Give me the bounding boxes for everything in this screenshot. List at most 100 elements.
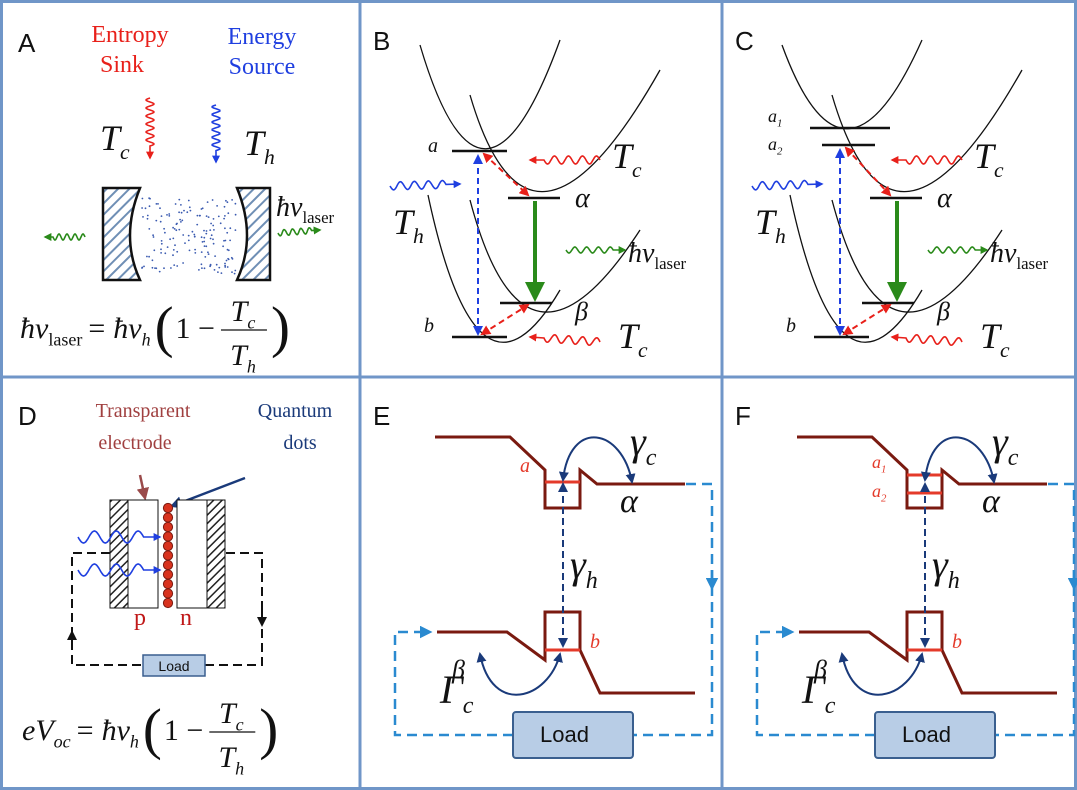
symbol-subscript: h	[235, 759, 244, 779]
symbol: a2	[768, 134, 783, 158]
symbol-subscript: h	[586, 568, 598, 594]
panel-label: F	[735, 401, 751, 431]
gain-particle	[184, 242, 186, 244]
gain-particle	[225, 200, 227, 202]
symbol-subscript: c	[120, 140, 130, 164]
gain-particle	[161, 215, 163, 217]
gain-particle	[202, 241, 204, 243]
symbol-subscript: c	[463, 693, 474, 719]
gain-particle	[199, 215, 201, 217]
symbol-base: γ	[630, 419, 647, 464]
gain-particle	[213, 229, 215, 231]
gain-particle	[152, 267, 154, 269]
gain-particle	[179, 219, 181, 221]
fraction-denominator: Th	[230, 339, 256, 377]
symbol-subscript: c	[646, 445, 657, 471]
gain-particle	[229, 227, 231, 229]
symbol: a1	[872, 452, 886, 476]
gain-particle	[175, 229, 177, 231]
paren: (	[143, 698, 162, 761]
gain-particle	[227, 249, 229, 251]
gain-particle	[194, 252, 196, 254]
paren: )	[259, 698, 278, 761]
gain-particle	[155, 220, 157, 222]
symbol: γc	[630, 419, 657, 471]
gain-particle	[166, 214, 168, 216]
label: α	[937, 183, 953, 214]
symbol-base: a	[768, 106, 777, 126]
quantum-dot	[163, 532, 172, 541]
symbol-base: γ	[992, 419, 1009, 464]
symbol: Γc	[801, 667, 836, 719]
symbol-subscript: h	[142, 330, 151, 350]
gain-particle	[213, 243, 215, 245]
panel-label: B	[373, 26, 390, 56]
gain-particle	[197, 215, 199, 217]
wavy-arrow	[530, 335, 600, 345]
symbol-subscript: h	[775, 224, 786, 248]
symbol-base: ħν	[276, 192, 303, 223]
gain-particle	[235, 214, 237, 216]
gain-particle	[208, 253, 210, 255]
fraction-numerator: Tc	[231, 295, 256, 333]
gain-particle	[213, 218, 215, 220]
gain-particle	[203, 230, 205, 232]
label: dots	[283, 432, 317, 454]
exchange-arrow	[563, 437, 632, 482]
label: Load	[902, 722, 951, 747]
gain-particle	[204, 267, 206, 269]
relaxation	[484, 154, 528, 195]
gain-particle	[146, 256, 148, 258]
potential-curve	[790, 195, 922, 342]
symbol: ħνlaser	[628, 238, 687, 273]
gain-particle	[227, 201, 229, 203]
formula-lhs: ħνlaser	[20, 312, 82, 350]
symbol-subscript: c	[825, 693, 836, 719]
n-layer	[177, 500, 207, 608]
gain-particle	[176, 251, 178, 253]
formula-rhs: ħνh	[102, 714, 139, 752]
panel-label: E	[373, 401, 390, 431]
label: α	[575, 183, 591, 214]
symbol-base: ħν	[990, 238, 1017, 269]
gain-particle	[205, 233, 207, 235]
gain-particle	[223, 218, 225, 220]
formula-rhs: ħνh	[113, 312, 150, 350]
gain-particle	[155, 267, 157, 269]
gain-particle	[218, 216, 220, 218]
symbol-subscript: 1	[777, 118, 782, 130]
pointer-arrow	[140, 475, 145, 498]
label: a	[428, 135, 438, 157]
gain-particle	[181, 212, 183, 214]
figure: AEntropySinkEnergySourceTcThħνlaserħνlas…	[0, 0, 1077, 790]
paren: (	[155, 296, 174, 359]
wavy-arrow	[892, 335, 962, 345]
quantum-dot	[163, 589, 172, 598]
gain-particle	[204, 245, 206, 247]
gain-particle	[201, 251, 203, 253]
gain-particle	[141, 267, 143, 269]
symbol-base: ħν	[102, 714, 131, 747]
symbol-base: ħν	[628, 238, 655, 269]
potential-curve	[470, 200, 640, 312]
quantum-dot	[163, 541, 172, 550]
symbol-base: ħν	[113, 312, 142, 345]
gain-particle	[174, 244, 176, 246]
symbol-subscript: 2	[777, 146, 783, 158]
gain-particle	[172, 227, 174, 229]
gain-particle	[204, 256, 206, 258]
label: Entropy	[91, 22, 168, 48]
exchange-arrow	[842, 654, 922, 695]
quantum-dot	[163, 513, 172, 522]
gain-particle	[221, 272, 223, 274]
gain-particle	[141, 207, 143, 209]
symbol: a2	[872, 481, 887, 505]
gain-particle	[192, 231, 194, 233]
label: α	[620, 483, 639, 520]
gain-particle	[159, 271, 161, 273]
wavy-arrow	[928, 247, 987, 253]
formula-equals: =	[88, 312, 105, 345]
label: β	[936, 297, 950, 326]
symbol: ħνlaser	[276, 192, 335, 227]
symbol: ħνlaser	[990, 238, 1049, 273]
